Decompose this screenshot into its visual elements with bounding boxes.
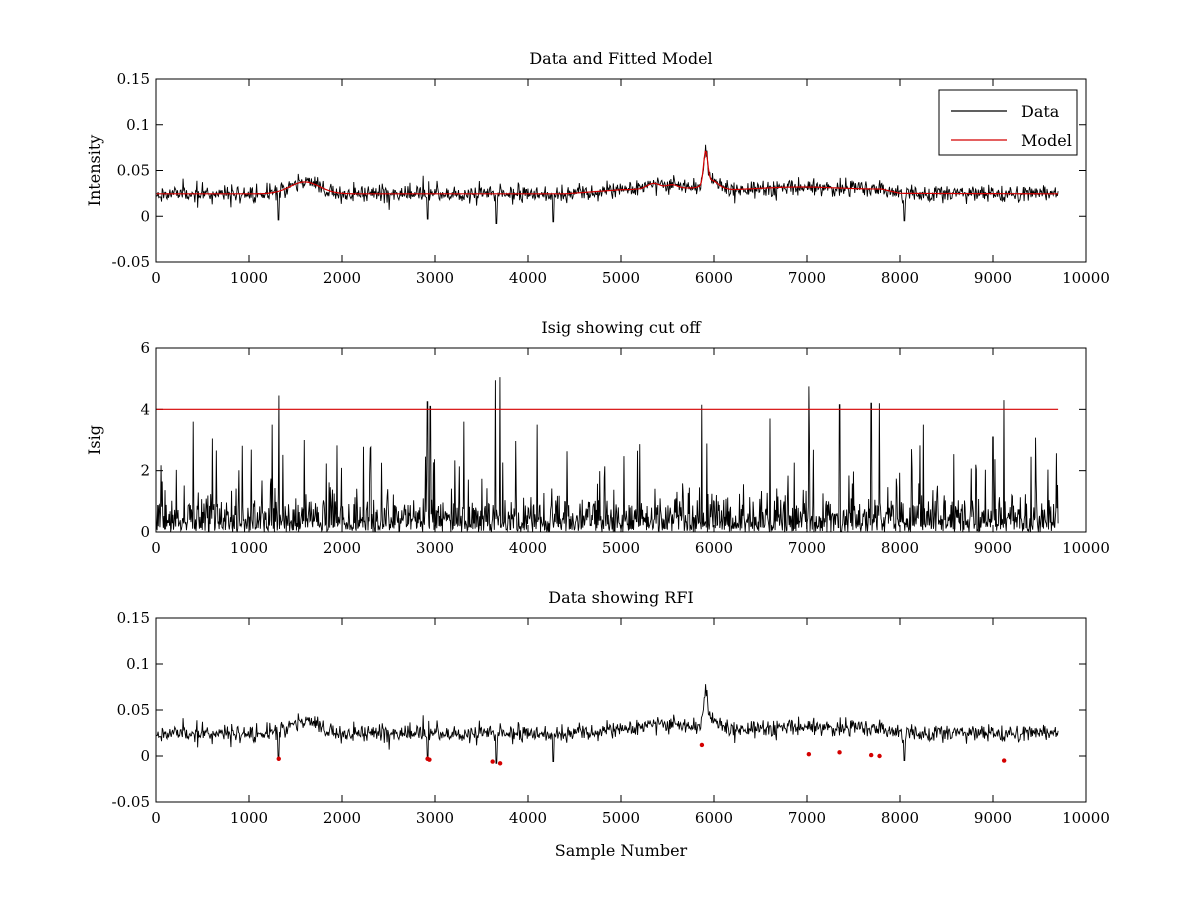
y-tick-label: 2 [140, 462, 150, 480]
y-tick-label: -0.05 [112, 253, 150, 271]
x-tick-label: 3000 [416, 809, 454, 827]
panel-isig-cutoff: 0 1000 2000 3000 4000 5000 6000 7000 8000 9000 100… [85, 318, 1110, 557]
x-tick-label: 1000 [230, 809, 268, 827]
x-tick-label: 10000 [1062, 539, 1110, 557]
legend-box [938, 89, 1078, 156]
x-tick-label: 5000 [602, 269, 640, 287]
x-tick-label: 4000 [509, 809, 547, 827]
rfi-marker [877, 753, 882, 759]
x-tick-label: 8000 [881, 809, 919, 827]
x-tick-label: 0 [151, 809, 161, 827]
rfi-marker [868, 752, 874, 758]
x-tick-label: 2000 [323, 809, 361, 827]
plot-area [156, 79, 1086, 262]
rfi-marker [427, 757, 432, 762]
axes-frame [155, 347, 1087, 533]
x-tick-label: 9000 [974, 809, 1012, 827]
rfi-marker [1001, 758, 1007, 763]
series-line-data [156, 684, 1059, 764]
panel-data-and-model: 0 1000 2000 3000 4000 5000 6000 7000 8000 9000 100… [85, 49, 1110, 287]
x-tick-label: 2000 [323, 539, 361, 557]
x-tick-label: 4000 [509, 539, 547, 557]
x-tick-label: 7000 [788, 269, 826, 287]
x-tick-label: 3000 [416, 269, 454, 287]
x-tick-label: 4000 [509, 269, 547, 287]
rfi-marker [837, 750, 842, 755]
chart-title: Isig showing cut off [541, 318, 702, 337]
series-line-isig [156, 377, 1059, 532]
y-tick-label: 0.15 [117, 70, 150, 88]
x-tick-label: 5000 [602, 809, 640, 827]
y-tick-label: 0 [140, 523, 150, 541]
y-tick-label: -0.05 [112, 793, 150, 811]
x-tick-label: 2000 [323, 269, 361, 287]
axes-frame [155, 78, 1087, 263]
x-tick-label: 5000 [602, 539, 640, 557]
rfi-marker [490, 759, 495, 764]
x-tick-label: 6000 [695, 809, 733, 827]
y-tick-label: 4 [140, 400, 150, 418]
x-tick-label: 7000 [788, 539, 826, 557]
plot-area [156, 348, 1086, 532]
y-tick-label: 0.1 [126, 655, 150, 673]
x-tick-label: 8000 [881, 269, 919, 287]
y-tick-label: 0.15 [117, 609, 150, 627]
x-tick-label: 0 [151, 539, 161, 557]
chart-title: Data and Fitted Model [529, 49, 712, 68]
y-tick-label: 6 [140, 339, 150, 357]
y-tick-label: 0 [140, 747, 150, 765]
legend: Data Model [938, 89, 1078, 156]
axes-frame [155, 617, 1087, 803]
y-tick-label: 0 [140, 207, 150, 225]
rfi-marker [699, 742, 705, 748]
y-axis-label: Intensity [85, 135, 104, 207]
y-axis-label: Isig [85, 425, 104, 455]
x-tick-label: 9000 [974, 539, 1012, 557]
x-tick-label: 7000 [788, 809, 826, 827]
x-tick-label: 8000 [881, 539, 919, 557]
x-tick-label: 6000 [695, 269, 733, 287]
panel-data-rfi: 0 1000 2000 3000 4000 5000 6000 7000 8000 9000 100… [112, 588, 1110, 860]
rfi-marker [806, 751, 812, 757]
x-tick-label: 10000 [1062, 269, 1110, 287]
rfi-marker [276, 756, 281, 761]
y-tick-label: 0.05 [117, 162, 150, 180]
legend-label: Model [1021, 131, 1072, 150]
x-tick-label: 9000 [974, 269, 1012, 287]
y-tick-label: 0.1 [126, 116, 150, 134]
y-tick-label: 0.05 [117, 701, 150, 719]
series-line-data [156, 144, 1059, 225]
x-tick-label: 0 [151, 269, 161, 287]
chart-title: Data showing RFI [548, 588, 693, 607]
x-axis-label: Sample Number [555, 841, 688, 860]
series-line-model [156, 150, 1059, 195]
x-tick-label: 6000 [695, 539, 733, 557]
legend-label: Data [1021, 102, 1060, 121]
x-tick-label: 10000 [1062, 809, 1110, 827]
x-tick-label: 1000 [230, 539, 268, 557]
x-tick-label: 1000 [230, 269, 268, 287]
plot-area [156, 618, 1086, 802]
rfi-marker [497, 761, 503, 766]
x-tick-label: 3000 [416, 539, 454, 557]
